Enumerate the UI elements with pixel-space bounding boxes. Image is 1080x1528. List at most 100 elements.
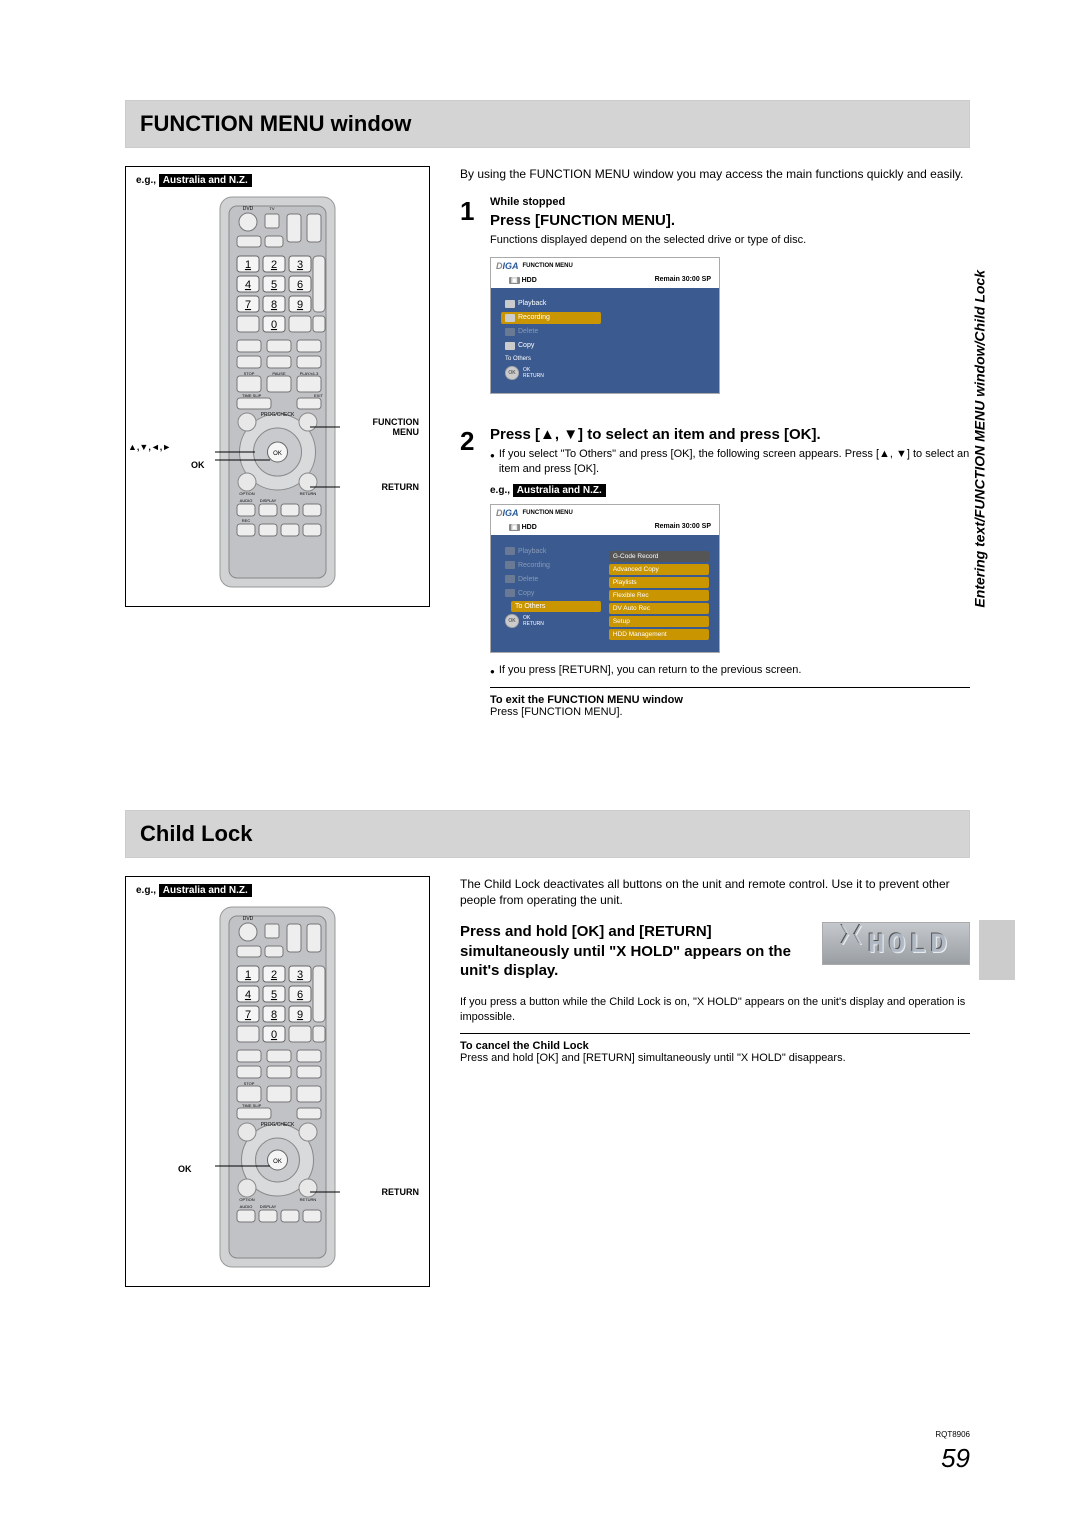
svg-text:TIME SLIP: TIME SLIP: [242, 1103, 262, 1108]
step-1-desc: Functions displayed depend on the select…: [490, 233, 970, 248]
menu-logo: DIGA: [496, 261, 519, 271]
exit-label: To exit the FUNCTION MENU window Press […: [490, 694, 970, 718]
page-tab-marker: [979, 920, 1015, 980]
function-menu-screenshot-1: DIGA FUNCTION MENU ▣ HDD Remain 30:00 SP…: [490, 257, 720, 394]
menu-item: Delete: [501, 326, 601, 338]
footer-code: RQT8906: [935, 1430, 970, 1439]
svg-text:8: 8: [271, 299, 277, 311]
svg-text:9: 9: [297, 1009, 303, 1021]
svg-text:PAUSE: PAUSE: [272, 371, 286, 376]
divider: [460, 1033, 970, 1034]
label-return: RETURN: [382, 482, 420, 492]
svg-text:0: 0: [271, 1029, 277, 1041]
svg-text:4: 4: [245, 279, 251, 291]
submenu-item: DV Auto Rec: [609, 603, 709, 614]
submenu-item: Playlists: [609, 577, 709, 588]
label-return-2: RETURN: [382, 1187, 420, 1197]
menu-item: Copy: [501, 587, 601, 599]
step-2-num: 2: [460, 426, 480, 718]
svg-text:7: 7: [245, 1009, 251, 1021]
hold-display: \ / / \HOLD: [822, 922, 970, 965]
svg-text:RETURN: RETURN: [300, 491, 317, 496]
svg-text:TV: TV: [269, 206, 274, 211]
section-title-child-lock: Child Lock: [125, 810, 970, 858]
step-2: 2 Press [▲, ▼] to select an item and pre…: [460, 426, 970, 718]
label-arrows: ▲,▼,◄,►: [128, 442, 171, 452]
section-title-function-menu: FUNCTION MENU window: [125, 100, 970, 148]
svg-text:2: 2: [271, 259, 277, 271]
eg-tag-1: e.g., Australia and N.Z.: [136, 175, 419, 186]
svg-text:OK: OK: [273, 451, 282, 457]
menu-item: Delete: [501, 573, 601, 585]
svg-text:5: 5: [271, 989, 277, 1001]
svg-text:6: 6: [297, 989, 303, 1001]
menu-item: To Others: [501, 354, 601, 364]
svg-text:0: 0: [271, 319, 277, 331]
menu-item: Recording: [501, 559, 601, 571]
svg-text:PLAY/x1.3: PLAY/x1.3: [300, 371, 319, 376]
submenu-item: HDD Management: [609, 629, 709, 640]
remote-svg-1: DVD TV 1 2 3 4 5: [215, 192, 340, 592]
step-2-bullet-1: If you select "To Others" and press [OK]…: [490, 447, 970, 478]
label-ok-2: OK: [178, 1164, 192, 1174]
svg-text:OPTION: OPTION: [239, 491, 254, 496]
svg-text:5: 5: [271, 279, 277, 291]
step-2-main: Press [▲, ▼] to select an item and press…: [490, 426, 970, 443]
svg-text:4: 4: [245, 989, 251, 1001]
menu-item: Playback: [501, 298, 601, 310]
submenu-item: G-Code Record: [609, 551, 709, 562]
svg-text:1: 1: [245, 259, 251, 271]
svg-text:1: 1: [245, 969, 251, 981]
footer: RQT8906 59: [935, 1430, 970, 1474]
svg-text:OPTION: OPTION: [239, 1197, 254, 1202]
svg-text:REC: REC: [242, 518, 251, 523]
svg-text:9: 9: [297, 299, 303, 311]
label-function: FUNCTION: [373, 417, 420, 427]
svg-text:DISPLAY: DISPLAY: [260, 498, 277, 503]
svg-text:DVD: DVD: [243, 206, 254, 212]
step-2-bullet-2: If you press [RETURN], you can return to…: [490, 663, 970, 678]
divider: [490, 687, 970, 688]
svg-text:AUDIO: AUDIO: [240, 498, 253, 503]
svg-text:PROG/CHECK: PROG/CHECK: [261, 412, 295, 418]
svg-text:DVD: DVD: [243, 916, 254, 922]
menu-item: Recording: [501, 312, 601, 324]
svg-text:8: 8: [271, 1009, 277, 1021]
submenu-item: Advanced Copy: [609, 564, 709, 575]
svg-text:EXIT: EXIT: [314, 393, 323, 398]
menu-ok: OKOKRETURN: [505, 366, 601, 380]
remote-svg-2: DVD 1 2 3 4 5 6 7: [215, 902, 340, 1272]
svg-text:3: 3: [297, 969, 303, 981]
svg-text:OK: OK: [273, 1159, 282, 1165]
submenu-item: Flexible Rec: [609, 590, 709, 601]
eg-tag-2: e.g., Australia and N.Z.: [490, 485, 970, 496]
step-1-main: Press [FUNCTION MENU].: [490, 212, 970, 229]
svg-text:PROG/CHECK: PROG/CHECK: [261, 1122, 295, 1128]
remote-diagram-1: e.g., Australia and N.Z. DVD TV: [125, 166, 430, 607]
eg-tag-3: e.g., Australia and N.Z.: [136, 885, 419, 896]
svg-text:STOP: STOP: [244, 1081, 255, 1086]
child-lock-instruction: Press and hold [OK] and [RETURN] simulta…: [460, 922, 812, 981]
menu-ok: OKOKRETURN: [505, 614, 601, 628]
remote-diagram-2: e.g., Australia and N.Z. DVD 1: [125, 876, 430, 1287]
step-1-sub: While stopped: [490, 196, 970, 208]
svg-text:RETURN: RETURN: [300, 1197, 317, 1202]
svg-text:3: 3: [297, 259, 303, 271]
svg-text:7: 7: [245, 299, 251, 311]
step-1: 1 While stopped Press [FUNCTION MENU]. F…: [460, 196, 970, 403]
menu-item: Copy: [501, 340, 601, 352]
label-ok: OK: [191, 460, 205, 470]
child-lock-desc: If you press a button while the Child Lo…: [460, 995, 970, 1026]
cancel-label: To cancel the Child Lock Press and hold …: [460, 1040, 970, 1064]
side-tab: Entering text/FUNCTION MENU window/Child…: [972, 270, 988, 608]
menu-item: Playback: [501, 545, 601, 557]
intro-text-1: By using the FUNCTION MENU window you ma…: [460, 166, 970, 182]
svg-text:6: 6: [297, 279, 303, 291]
submenu-item: Setup: [609, 616, 709, 627]
function-menu-screenshot-2: DIGA FUNCTION MENU ▣ HDD Remain 30:00 SP…: [490, 504, 720, 653]
menu-item: To Others: [511, 601, 601, 612]
label-menu: MENU: [393, 427, 420, 437]
svg-text:AUDIO: AUDIO: [240, 1204, 253, 1209]
svg-text:STOP: STOP: [244, 371, 255, 376]
svg-text:TIME SLIP: TIME SLIP: [242, 393, 262, 398]
